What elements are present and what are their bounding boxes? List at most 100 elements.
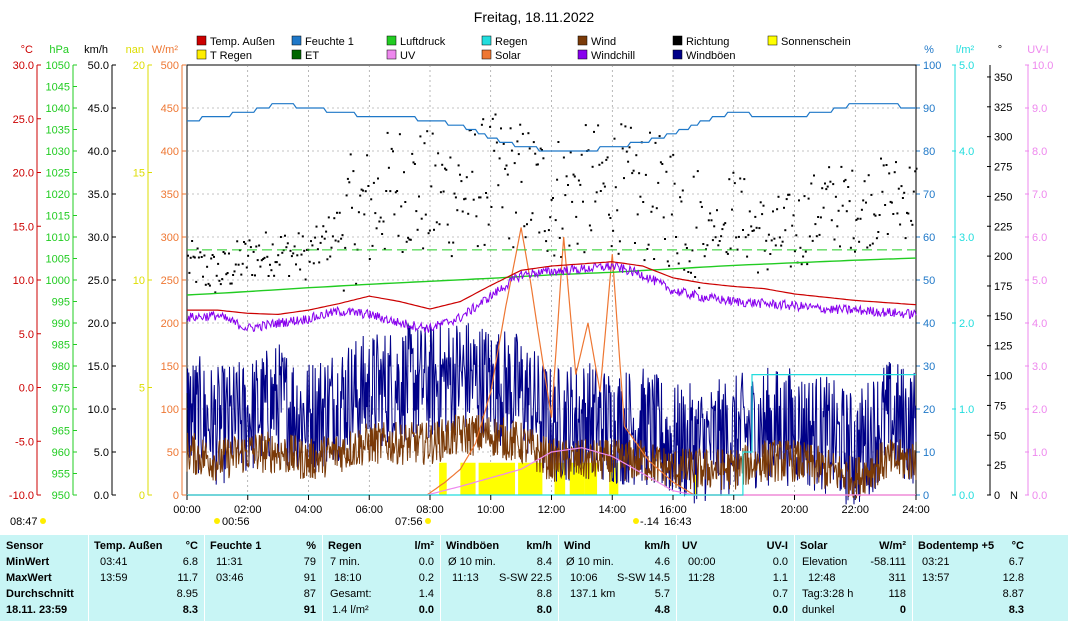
direction-point: [577, 179, 580, 182]
rain-r4-label: 1.4 l/m²: [332, 604, 369, 616]
gust-r1-val: 8.4: [536, 556, 552, 568]
legend-swatch: [386, 35, 397, 46]
hum-max: 91: [303, 572, 316, 584]
direction-point: [515, 211, 517, 214]
direction-point: [593, 130, 595, 133]
direction-point: [788, 193, 791, 196]
sunshine-bar: [554, 462, 566, 495]
left-axis-label: 1025: [46, 168, 70, 180]
right-axis-unit: %: [924, 44, 934, 56]
direction-point: [314, 236, 317, 239]
uv-min-time: 00:00: [688, 556, 716, 568]
direction-point: [501, 206, 504, 209]
direction-point: [329, 255, 332, 258]
direction-point: [223, 252, 226, 255]
direction-point: [315, 225, 318, 228]
legend-swatch: [672, 35, 683, 46]
direction-point: [860, 208, 863, 211]
direction-point: [218, 279, 221, 282]
direction-point: [833, 238, 836, 241]
direction-point: [855, 218, 858, 221]
direction-point: [349, 153, 352, 156]
left-axis-label: 15: [133, 168, 145, 180]
direction-point: [914, 170, 917, 173]
right-axis-label: 70: [923, 189, 935, 201]
direction-point: [571, 200, 574, 203]
direction-point: [657, 181, 660, 184]
direction-point: [536, 163, 539, 166]
left-axis-label: 0.0: [19, 383, 34, 395]
direction-point: [616, 209, 619, 212]
direction-point: [254, 274, 256, 277]
direction-point: [839, 245, 841, 248]
marker-dot: [425, 518, 431, 524]
right-axis-label: 7.0: [1032, 189, 1047, 201]
direction-point: [736, 248, 739, 251]
direction-point: [325, 230, 328, 233]
temp-unit: °C: [185, 540, 198, 552]
hum-min-time: 11:31: [216, 556, 243, 568]
x-axis: 00:00 02:00 04:00 06:00 08:00 10:00 12:00 14:00…: [173, 495, 930, 516]
direction-point: [426, 130, 429, 133]
direction-point: [542, 157, 545, 160]
direction-point: [599, 190, 602, 192]
direction-point: [255, 245, 258, 248]
direction-point: [476, 245, 479, 248]
pressure-line: [186, 257, 917, 296]
stats-wind: Wind km/h Ø 10 min. 4.6 10:06 S-SW 14.5 137.…: [562, 535, 674, 621]
uv-unit: UV-I: [766, 540, 788, 552]
direction-point: [742, 229, 744, 231]
direction-point: [602, 182, 605, 185]
direction-point: [665, 170, 668, 173]
direction-point: [683, 268, 686, 271]
x-tick-label: 24:00: [902, 504, 930, 516]
direction-point: [911, 223, 914, 226]
uv-max-time: 11:28: [688, 572, 715, 584]
direction-point: [743, 178, 746, 181]
x-tick-label: 12:00: [538, 504, 566, 516]
direction-point: [359, 194, 362, 197]
direction-point: [766, 268, 769, 271]
direction-point: [906, 211, 908, 214]
direction-point: [416, 228, 419, 231]
direction-point: [552, 197, 554, 199]
direction-point: [908, 166, 911, 169]
direction-point: [661, 163, 664, 165]
direction-point: [506, 173, 509, 176]
direction-point: [852, 237, 855, 240]
legend-swatch: [291, 49, 302, 60]
direction-point: [632, 169, 635, 172]
direction-point: [824, 182, 826, 185]
solar-max: 311: [888, 572, 906, 584]
direction-point: [505, 164, 508, 167]
direction-point: [706, 244, 709, 247]
x-tick-label: 06:00: [355, 504, 383, 516]
direction-point: [899, 223, 902, 226]
direction-point: [832, 183, 835, 186]
left-axis-unit: hPa: [49, 44, 69, 56]
left-axis-label: 1035: [46, 125, 70, 137]
direction-point: [479, 196, 482, 199]
stats-row-labels: Sensor MinWert MaxWert Durchschnitt 18.1…: [6, 535, 86, 621]
uv-current: 0.0: [772, 604, 788, 616]
direction-point: [491, 117, 494, 120]
right-axis-label: 1.0: [1032, 447, 1047, 459]
direction-point: [259, 265, 262, 268]
rain-title: Regen: [328, 540, 362, 552]
rain-r3-label: Gesamt:: [330, 588, 372, 600]
direction-point: [199, 251, 202, 254]
direction-point: [875, 237, 878, 240]
left-axis-label: 15.0: [13, 221, 34, 233]
direction-point: [446, 223, 449, 226]
direction-point: [606, 156, 609, 159]
direction-point: [437, 152, 440, 155]
legend-swatch: [386, 49, 397, 60]
direction-point: [669, 155, 672, 158]
legend-label: T Regen: [210, 50, 252, 62]
direction-point: [714, 236, 717, 239]
right-axis-label: 50: [923, 275, 935, 287]
direction-point: [573, 175, 576, 178]
direction-point: [642, 201, 645, 203]
left-axis-label: 1045: [46, 82, 70, 94]
left-axis-label: 1020: [46, 189, 70, 201]
